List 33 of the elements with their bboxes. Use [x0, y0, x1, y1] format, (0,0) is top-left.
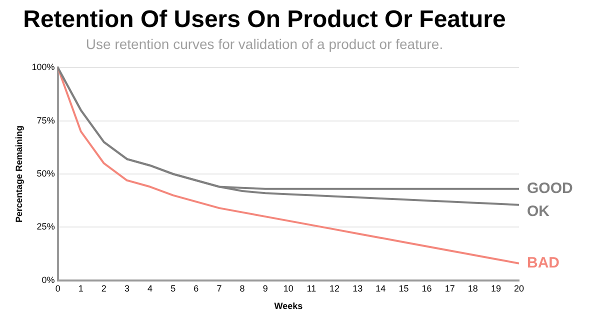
x-tick-label: 19	[490, 283, 501, 294]
x-tick-label: 12	[330, 283, 340, 294]
x-tick-label: 15	[398, 283, 409, 294]
x-tick-label: 1	[78, 283, 84, 294]
x-axis-title: Weeks	[274, 301, 303, 312]
y-tick-label: 75%	[36, 115, 55, 126]
x-tick-label: 9	[262, 283, 268, 294]
x-tick-label: 4	[148, 283, 153, 294]
x-tick-label: 8	[240, 283, 245, 294]
y-tick-label: 50%	[36, 168, 55, 178]
x-tick-label: 0	[55, 283, 60, 294]
series-label: GOOD	[527, 180, 573, 198]
x-tick-label: 17	[444, 283, 455, 294]
chart-subtitle: Use retention curves for validation of a product or feature.	[86, 36, 444, 52]
x-tick-label: 3	[124, 283, 130, 294]
x-tick-label: 5	[170, 283, 176, 294]
x-tick-label: 13	[352, 283, 363, 294]
x-tick-label: 11	[306, 283, 316, 294]
y-axis-title: Percentage Remaining	[14, 125, 24, 223]
x-tick-label: 18	[468, 283, 478, 294]
chart-title: Retention Of Users On Product Or Feature	[23, 6, 506, 34]
series-label: OK	[527, 202, 550, 220]
y-tick-label: 0%	[42, 274, 55, 285]
y-tick-label: 100%	[32, 62, 55, 72]
x-tick-label: 10	[283, 283, 294, 294]
x-tick-label: 20	[514, 283, 524, 294]
y-tick-label: 25%	[36, 222, 55, 232]
x-tick-label: 14	[376, 283, 386, 294]
x-tick-label: 2	[101, 283, 106, 294]
x-tick-label: 7	[216, 283, 222, 294]
x-tick-label: 6	[194, 283, 199, 294]
series-label: BAD	[527, 254, 560, 272]
x-tick-label: 16	[422, 283, 432, 294]
